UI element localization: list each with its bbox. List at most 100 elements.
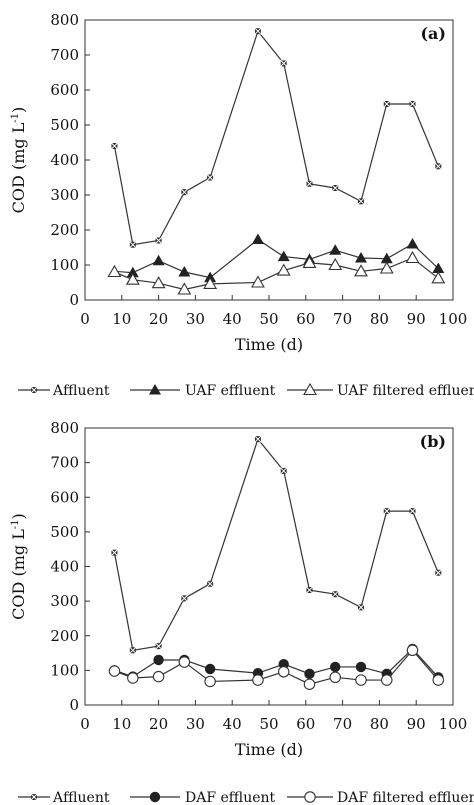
data-point [330,661,341,673]
data-point [252,674,264,686]
x-tick-label: 60 [296,310,315,328]
x-axis-label: Time (d) [235,740,303,759]
x-tick-label: 40 [223,310,242,328]
legend-item: UAF effluent [130,383,276,399]
data-point [152,670,165,683]
x-tick-label: 60 [296,715,315,733]
x-tick-label: 0 [80,715,90,733]
y-tick-label: 200 [50,221,79,239]
series-0 [110,435,443,655]
x-tick-label: 80 [370,715,389,733]
data-point [382,100,391,108]
data-point [153,654,164,666]
y-tick-label: 300 [50,186,79,204]
x-tick-label: 70 [333,310,352,328]
y-axis-label: COD (mg L-1) [9,513,28,620]
data-point [381,674,393,686]
x-tick-label: 10 [112,715,131,733]
y-tick-label: 0 [69,696,79,714]
data-point [204,675,216,688]
y-tick-label: 100 [50,256,79,274]
data-point [279,467,288,475]
y-tick-label: 600 [50,81,79,99]
legend-marker [30,386,38,394]
data-point [305,179,314,188]
data-point [251,233,264,244]
data-point [302,255,317,268]
x-tick-label: 20 [149,310,168,328]
legend-item: UAF filtered effluent [287,382,474,399]
x-tick-label: 50 [259,310,278,328]
legend: Affluent DAF effluent DAF filtered effluen… [18,790,474,805]
legend-label: Affluent [52,790,110,805]
data-point [329,671,341,684]
data-point [331,590,340,599]
data-point [279,59,288,68]
x-tick-label: 70 [333,715,352,733]
data-point [110,548,119,557]
data-point [151,276,166,289]
y-axis-label-close: ) [9,107,28,113]
legend-label: DAF effluent [185,790,276,805]
x-tick-label: 50 [259,715,278,733]
series-line [113,437,439,651]
data-point [406,644,419,657]
data-point [408,507,417,515]
data-point [203,276,218,289]
x-tick-label: 20 [149,715,168,733]
y-tick-label: 0 [69,291,79,309]
data-point [304,668,315,680]
y-tick-label: 100 [50,661,79,679]
data-point [380,252,393,264]
data-point [154,642,163,650]
y-axis-label-superscript: -1 [10,519,21,529]
x-axis-label: Time (d) [235,335,303,354]
x-tick-label: 90 [407,715,426,733]
data-point [408,100,417,108]
y-axis-label-close: ) [9,513,28,519]
data-point [431,271,446,284]
y-tick-label: 300 [50,592,79,610]
data-point [432,674,445,686]
y-tick-label: 800 [50,419,79,437]
x-tick-label: 10 [112,310,131,328]
legend-label: DAF filtered effluent [337,790,474,805]
plot-frame [84,19,454,301]
data-point [277,250,290,262]
data-point [379,261,394,274]
y-tick-label: 700 [50,46,79,64]
data-point [355,661,367,673]
data-point [355,674,367,686]
data-point [204,663,216,675]
data-point [354,264,368,277]
series-0 [110,27,443,249]
data-point [206,173,214,182]
data-point [329,244,342,255]
data-point [355,252,367,263]
legend-label: UAF filtered effluent [337,383,474,399]
data-point [434,568,443,577]
y-tick-label: 200 [50,627,79,645]
legend-marker [303,382,317,396]
data-point [152,254,165,266]
legend-marker [149,791,161,803]
data-point [178,656,191,668]
x-tick-label: 100 [439,715,468,733]
data-point [277,666,290,678]
y-tick-label: 400 [50,151,79,169]
data-point [177,282,192,295]
panel-label: (a) [420,24,446,43]
data-point [432,262,445,273]
legend-item: Affluent [18,790,110,805]
legend-label: Affluent [52,383,110,399]
data-point [276,263,291,276]
data-point [406,238,419,249]
data-point [328,257,343,271]
data-point [127,672,139,684]
data-point [125,272,140,285]
y-axis-label: COD (mg L-1) [9,107,28,214]
series-2 [108,644,445,690]
legend-label: UAF effluent [185,383,276,399]
y-tick-label: 400 [50,558,79,576]
data-point [110,142,119,150]
